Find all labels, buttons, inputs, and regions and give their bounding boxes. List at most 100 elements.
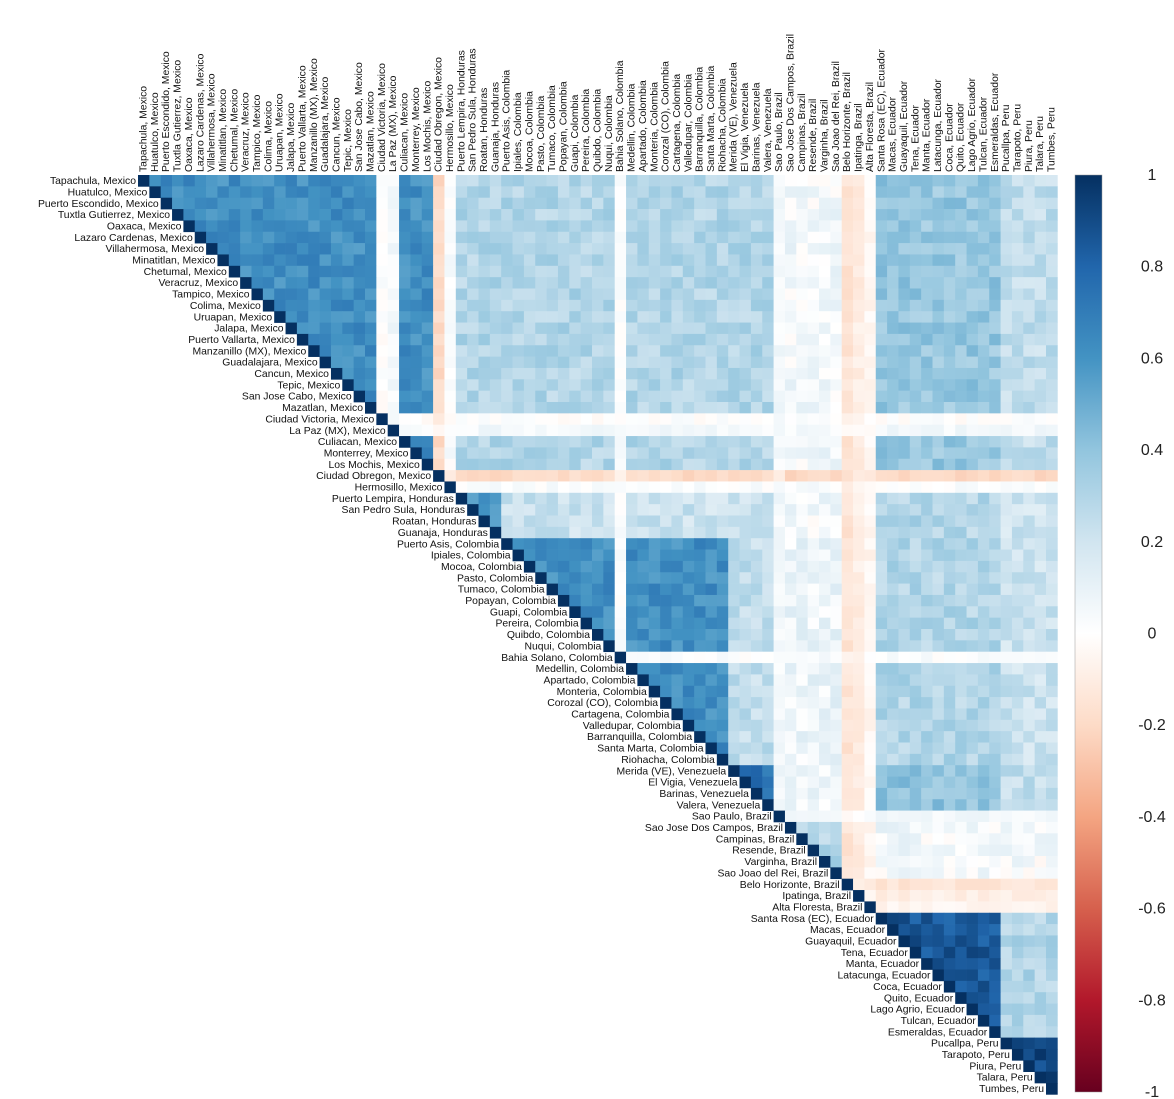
heatmap-cell [455, 231, 468, 244]
heatmap-cell [1023, 1048, 1035, 1061]
heatmap-cell [716, 402, 729, 414]
heatmap-cell [410, 311, 423, 323]
heatmap-cell [614, 560, 627, 573]
heatmap-cell [705, 583, 718, 596]
heatmap-cell [773, 197, 786, 210]
heatmap-cell [682, 197, 695, 210]
heatmap-cell [523, 231, 536, 244]
heatmap-cell [489, 413, 502, 426]
heatmap-cell [750, 186, 763, 199]
heatmap-cell [716, 708, 729, 721]
heatmap-cell [1046, 878, 1058, 891]
heatmap-cell [887, 912, 899, 925]
heatmap-cell [887, 277, 899, 289]
heatmap-cell [660, 345, 672, 357]
heatmap-cell [1046, 175, 1058, 187]
heatmap-cell [875, 197, 888, 210]
heatmap-cell [455, 413, 468, 426]
heatmap-cell [716, 243, 729, 255]
heatmap-cell [898, 220, 911, 233]
heatmap-cell [807, 833, 820, 845]
heatmap-cell [614, 265, 627, 278]
heatmap-cell [989, 753, 1001, 766]
heatmap-cell [1000, 980, 1013, 993]
heatmap-cell [966, 606, 979, 618]
heatmap-cell [682, 481, 695, 494]
heatmap-cell [1023, 231, 1035, 244]
heatmap-cell [841, 833, 854, 845]
heatmap-cell [864, 515, 877, 528]
heatmap-cell [898, 617, 911, 630]
heatmap-cell [716, 458, 729, 471]
heatmap-cell [807, 311, 820, 323]
colorbar: 10.80.60.40.20-0.2-0.4-0.6-0.8-1 [1074, 167, 1166, 1099]
heatmap-cell [592, 209, 604, 221]
heatmap-cell [648, 583, 661, 596]
heatmap-cell [955, 992, 967, 1004]
heatmap-cell [887, 833, 899, 845]
heatmap-cell [830, 209, 843, 221]
heatmap-cell [955, 878, 967, 891]
row-label: Hermosillo, Mexico [355, 483, 443, 494]
heatmap-cell [887, 901, 899, 914]
heatmap-cell [921, 697, 933, 709]
heatmap-cell [603, 175, 616, 187]
heatmap-cell [864, 345, 877, 357]
heatmap-cell [841, 197, 854, 210]
heatmap-cell [637, 606, 650, 618]
heatmap-cell [887, 787, 899, 800]
heatmap-cell [819, 367, 831, 380]
heatmap-cell [977, 594, 990, 607]
heatmap-cell [467, 220, 479, 233]
heatmap-cell [626, 333, 638, 346]
heatmap-cell [909, 731, 922, 743]
heatmap-cell [1000, 685, 1013, 698]
heatmap-cell [1046, 697, 1058, 709]
heatmap-cell [841, 526, 854, 539]
heatmap-cell [853, 413, 865, 426]
heatmap-cell [1000, 697, 1013, 709]
colorbar-tick-label: 0.4 [1141, 442, 1163, 459]
heatmap-cell [966, 572, 979, 584]
heatmap-cell [887, 231, 899, 244]
heatmap-cell [705, 504, 718, 516]
heatmap-cell [614, 209, 627, 221]
heatmap-cell [1034, 458, 1047, 471]
heatmap-cell [660, 526, 672, 539]
heatmap-cell [1046, 924, 1058, 936]
heatmap-cell [784, 379, 797, 391]
heatmap-cell [1023, 390, 1035, 403]
heatmap-cell [1046, 220, 1058, 233]
heatmap-cell [637, 345, 650, 357]
heatmap-cell [694, 186, 706, 199]
heatmap-cell [546, 277, 559, 289]
heatmap-cell [512, 470, 525, 482]
heatmap-cell [660, 186, 672, 199]
heatmap-cell [784, 640, 797, 653]
heatmap-cell [228, 175, 241, 187]
heatmap-cell [637, 640, 650, 653]
heatmap-cell [921, 935, 933, 948]
heatmap-cell [853, 333, 865, 346]
heatmap-cell [557, 254, 570, 267]
heatmap-cell [546, 265, 559, 278]
heatmap-cell [762, 663, 774, 675]
heatmap-cell [626, 436, 638, 448]
heatmap-cell [955, 810, 967, 823]
heatmap-cell [1034, 413, 1047, 426]
heatmap-cell [966, 867, 979, 880]
heatmap-cell [1011, 356, 1024, 369]
heatmap-cell [1046, 265, 1058, 278]
heatmap-cell [716, 311, 729, 323]
heatmap-cell [682, 209, 695, 221]
heatmap-cell [1034, 481, 1047, 494]
heatmap-cell [762, 719, 774, 732]
heatmap-cell [875, 186, 888, 199]
heatmap-cell [1046, 958, 1058, 970]
heatmap-cell [682, 447, 695, 460]
heatmap-cell [728, 458, 740, 471]
heatmap-cell [592, 243, 604, 255]
heatmap-cell [932, 413, 945, 426]
heatmap-cell [898, 333, 911, 346]
heatmap-cell [807, 685, 820, 698]
